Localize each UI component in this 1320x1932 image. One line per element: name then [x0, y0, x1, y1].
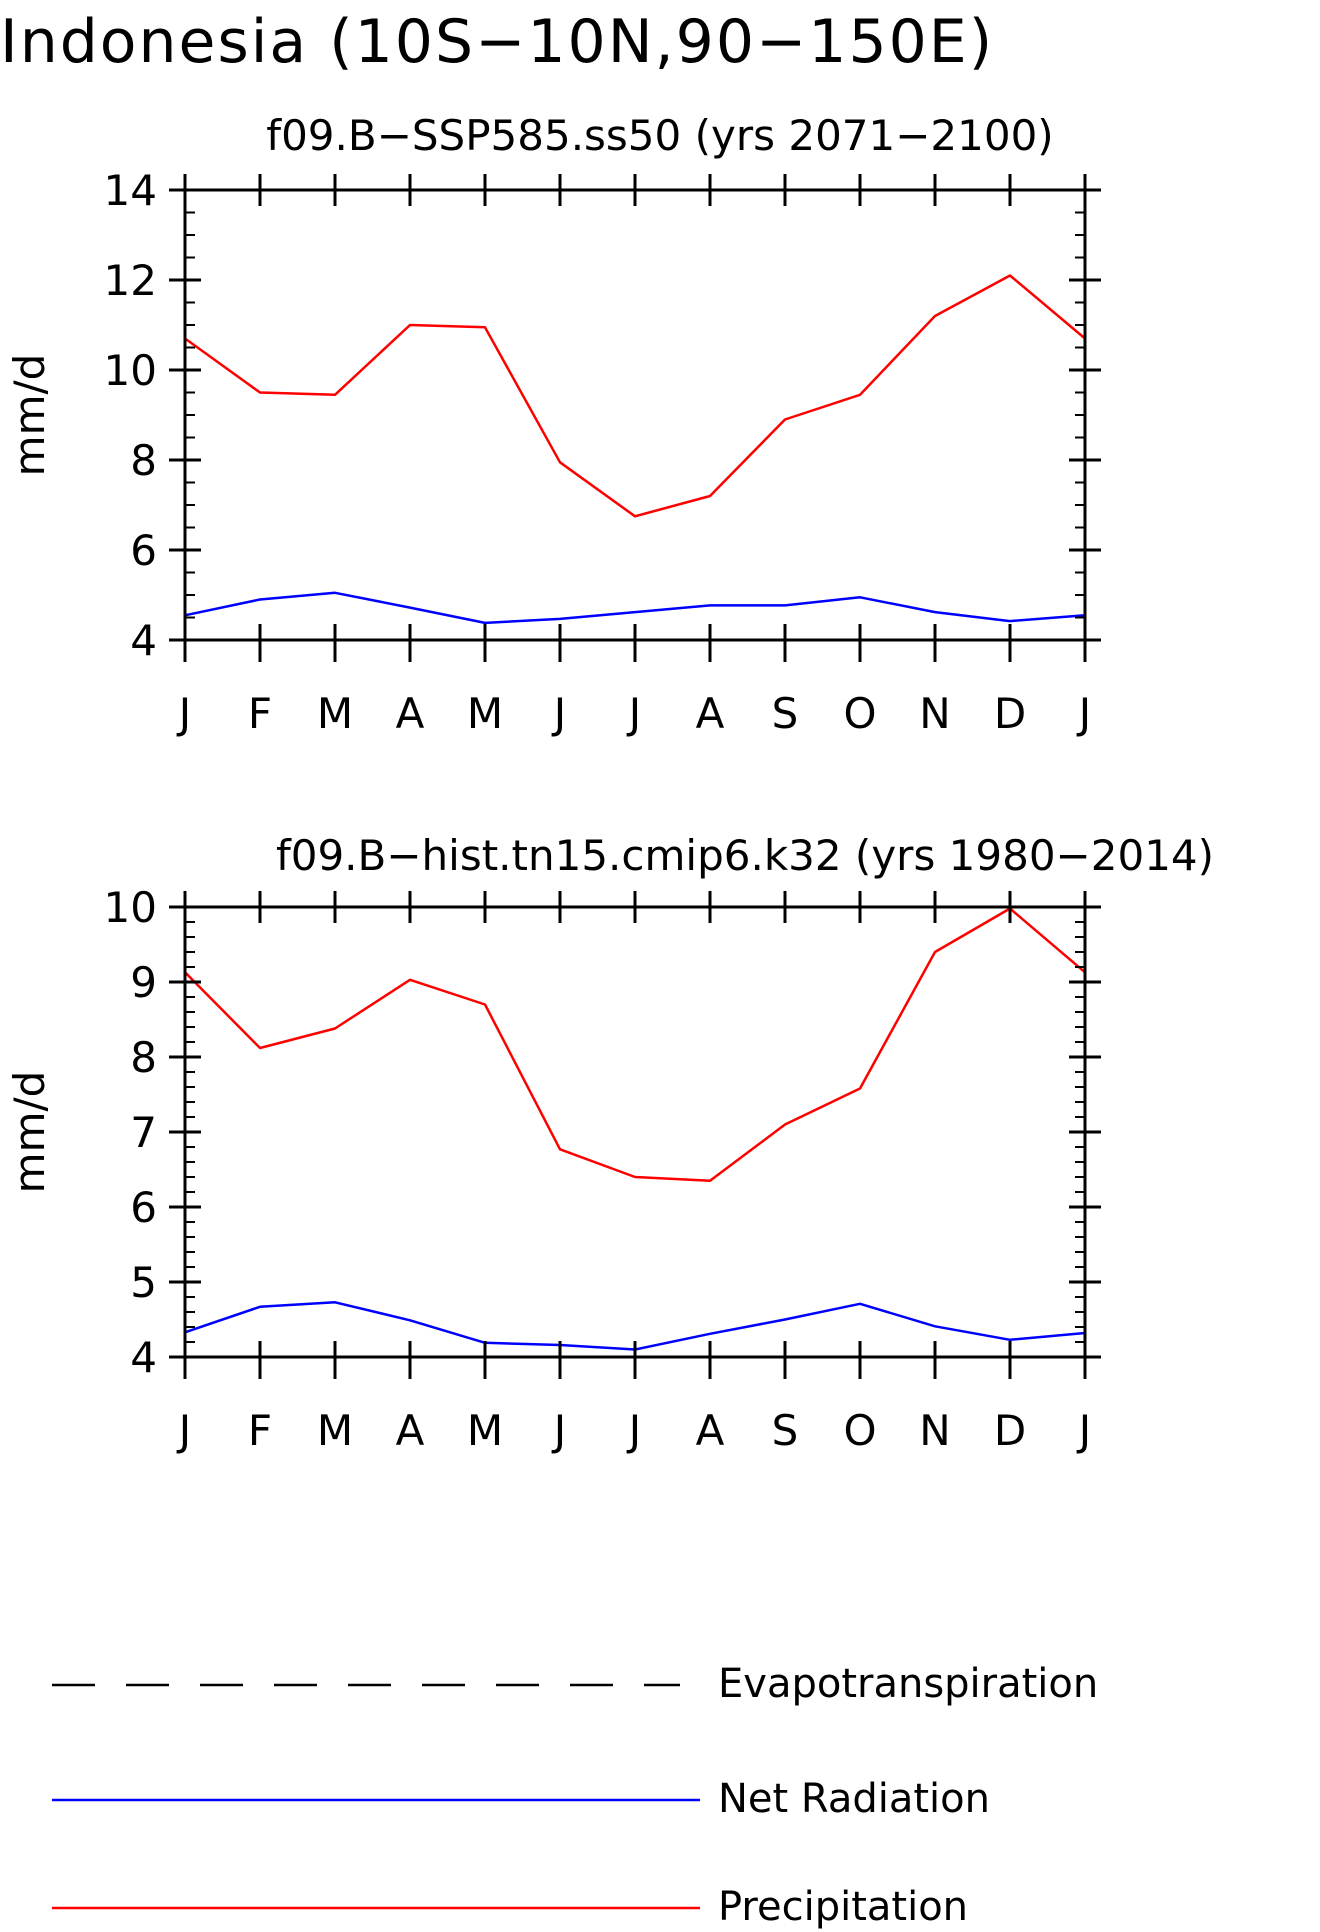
y-tick-label: 10 — [104, 883, 157, 932]
panel-title: f09.B−SSP585.ss50 (yrs 2071−2100) — [266, 111, 1053, 160]
x-tick-label: M — [467, 689, 503, 738]
x-tick-label: A — [396, 689, 425, 738]
x-tick-label: J — [626, 689, 641, 738]
x-tick-label: O — [843, 1406, 876, 1455]
main-title: Indonesia (10S−10N,90−150E) — [0, 7, 994, 77]
plot-frame — [183, 188, 1087, 642]
legend-label-net-radiation: Net Radiation — [718, 1776, 990, 1822]
x-tick-label: O — [843, 689, 876, 738]
x-tick-label: A — [696, 689, 725, 738]
x-tick-label: M — [467, 1406, 503, 1455]
x-tick-label: D — [994, 689, 1026, 738]
x-tick-label: J — [176, 689, 191, 738]
legend-label-precipitation: Precipitation — [718, 1884, 968, 1930]
x-tick-label: J — [626, 1406, 641, 1455]
y-axis-label: mm/d — [5, 354, 54, 477]
y-tick-label: 9 — [130, 958, 157, 1007]
y-tick-label: 8 — [130, 1033, 157, 1082]
y-tick-label: 5 — [130, 1258, 157, 1307]
x-tick-label: N — [919, 689, 950, 738]
x-tick-label: J — [176, 1406, 191, 1455]
plot-frame — [183, 905, 1087, 1359]
y-tick-label: 4 — [130, 1333, 157, 1382]
x-tick-label: A — [696, 1406, 725, 1455]
y-tick-label: 12 — [104, 256, 157, 305]
series-line-net-radiation — [184, 591, 1086, 625]
chart-panel-ssp585: f09.B−SSP585.ss50 (yrs 2071−2100) mm/d 4… — [5, 111, 1101, 738]
panel-title: f09.B−hist.tn15.cmip6.k32 (yrs 1980−2014… — [276, 831, 1214, 880]
x-tick-label: M — [317, 1406, 353, 1455]
y-tick-label: 14 — [104, 166, 157, 215]
x-tick-label: S — [772, 689, 799, 738]
series-line-precipitation — [184, 907, 1086, 1183]
x-tick-label: F — [248, 689, 272, 738]
legend-label-evapotranspiration: Evapotranspiration — [718, 1661, 1098, 1707]
x-tick-label: J — [1076, 1406, 1091, 1455]
x-tick-label: S — [772, 1406, 799, 1455]
x-tick-label: J — [1076, 689, 1091, 738]
y-tick-label: 10 — [104, 346, 157, 395]
series-line-precipitation — [184, 274, 1086, 518]
x-tick-label: A — [396, 1406, 425, 1455]
y-tick-label: 4 — [130, 616, 157, 665]
x-tick-label: D — [994, 1406, 1026, 1455]
x-tick-label: F — [248, 1406, 272, 1455]
x-tick-label: J — [551, 689, 566, 738]
y-tick-label: 6 — [130, 526, 157, 575]
legend: Evapotranspiration Net Radiation Precipi… — [52, 1661, 1098, 1930]
y-tick-label: 6 — [130, 1183, 157, 1232]
x-tick-label: J — [551, 1406, 566, 1455]
y-tick-label: 7 — [130, 1108, 157, 1157]
y-axis-label: mm/d — [5, 1071, 54, 1194]
y-tick-label: 8 — [130, 436, 157, 485]
x-tick-label: M — [317, 689, 353, 738]
x-tick-label: N — [919, 1406, 950, 1455]
chart-panel-hist: f09.B−hist.tn15.cmip6.k32 (yrs 1980−2014… — [5, 831, 1214, 1455]
